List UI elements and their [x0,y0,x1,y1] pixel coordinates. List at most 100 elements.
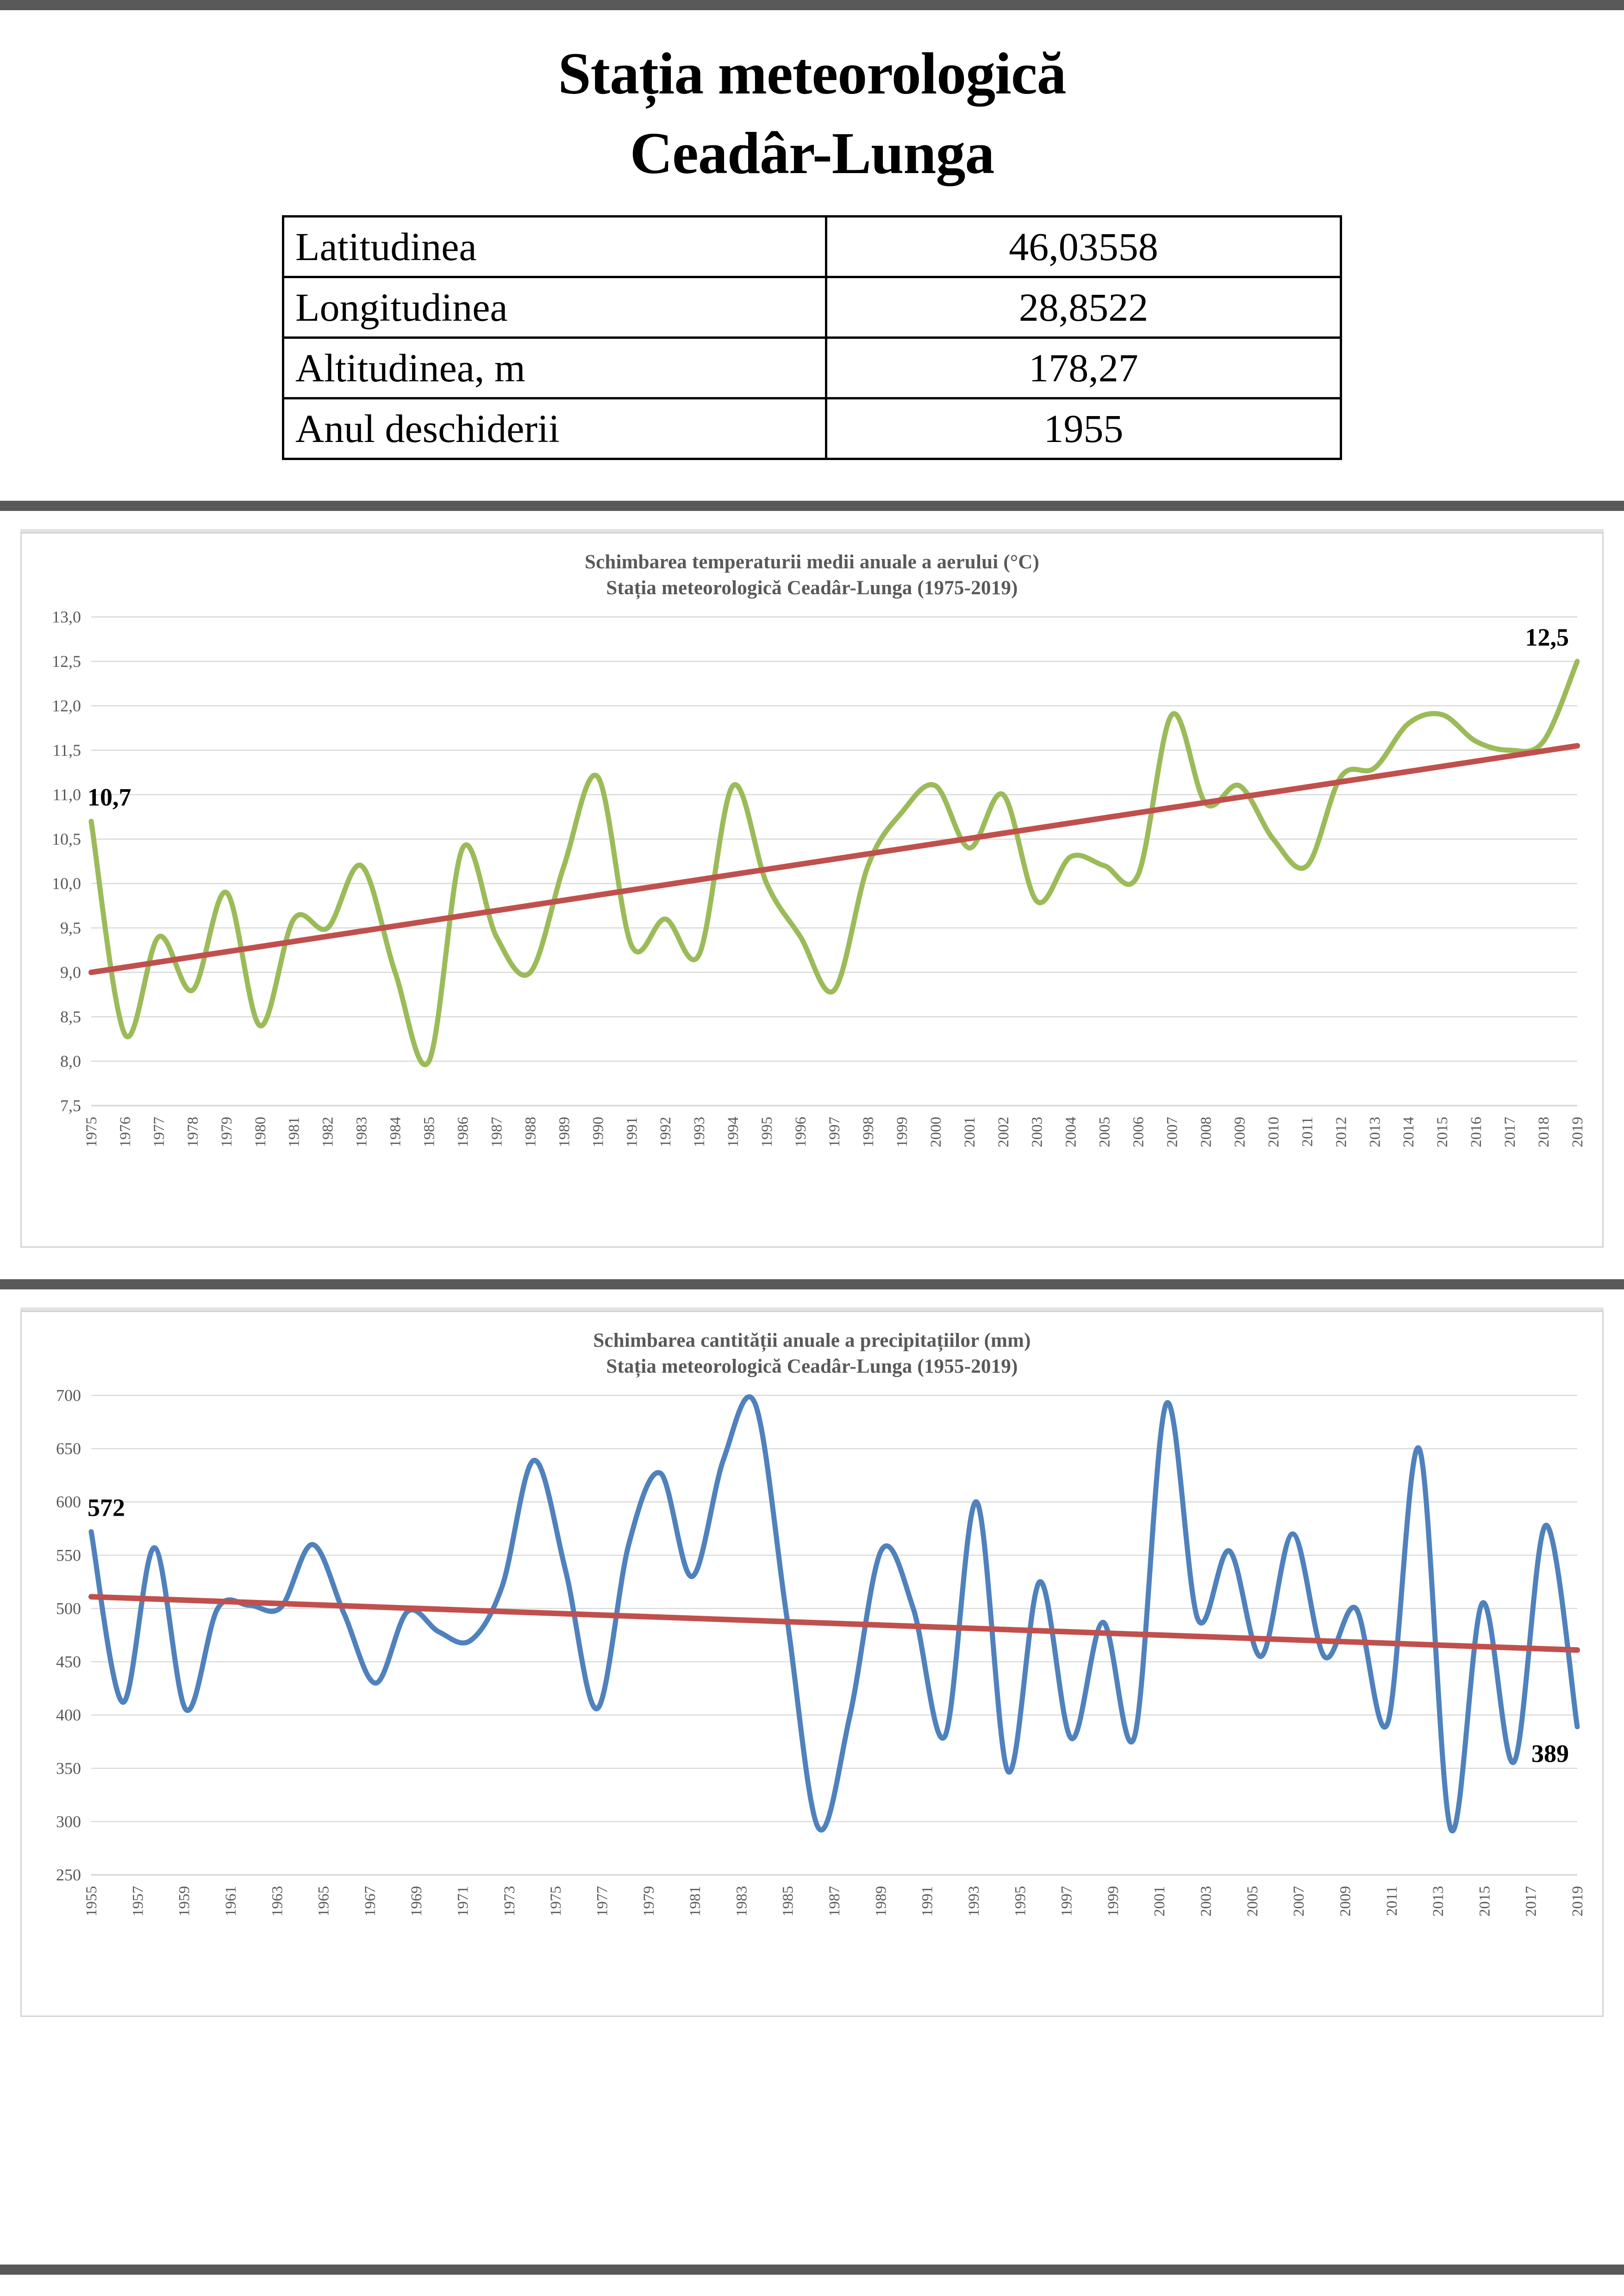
x-axis-tick-label: 1995 [759,1117,775,1147]
x-axis-tick-label: 1981 [286,1117,303,1147]
x-axis-tick-label: 1973 [501,1886,518,1916]
x-axis-tick-label: 2016 [1468,1117,1485,1147]
y-axis-tick-label: 350 [56,1759,81,1778]
x-axis-tick-label: 1993 [966,1886,982,1916]
y-axis-tick-label: 9,5 [60,919,81,937]
y-axis-tick-label: 300 [56,1812,81,1831]
info-label-opening-year: Anul deschiderii [282,397,827,460]
y-axis-tick-label: 650 [56,1439,81,1458]
x-axis-tick-label: 1957 [130,1886,146,1916]
x-axis-tick-label: 2005 [1244,1886,1261,1916]
x-axis-tick-label: 2018 [1536,1117,1552,1147]
y-axis-tick-label: 450 [56,1652,81,1671]
temperature-chart-title-line-1: Schimbarea temperaturii medii anuale a a… [584,551,1040,573]
y-axis-tick-label: 550 [56,1546,81,1564]
x-axis-tick-label: 2012 [1333,1117,1349,1147]
x-axis-tick-label: 2011 [1384,1886,1400,1916]
x-axis-tick-label: 1994 [725,1117,742,1147]
x-axis-tick-label: 1978 [185,1117,201,1147]
x-axis-tick-label: 1997 [826,1117,843,1147]
x-axis-tick-label: 1982 [320,1117,337,1147]
x-axis-tick-label: 1990 [590,1117,606,1147]
x-axis-tick-label: 1987 [826,1886,843,1916]
x-axis-tick-label: 1988 [522,1117,539,1147]
precipitation-chart-svg[interactable]: 250 300 350 400 450 500 550 600 650 700 1955 1957 19… [22,1380,1596,2014]
x-axis-tick-label: 1991 [624,1117,640,1147]
precipitation-chart-title-line-1: Schimbarea cantității anuale a precipita… [593,1330,1031,1352]
x-axis-tick-label: 2017 [1523,1886,1540,1916]
x-axis-tick-label: 2000 [928,1117,944,1147]
trendline [88,743,1580,975]
x-axis-tick-label: 1979 [641,1886,657,1916]
y-axis-tick-label: 8,0 [60,1052,81,1070]
x-axis-tick-label: 2019 [1569,1117,1586,1147]
temperature-plot-area[interactable]: 7,5 8,0 8,5 9,0 9,5 10,0 10,5 11,0 11,5 12,0 12,5 1… [22,601,1602,1244]
x-axis-tick-label: 2011 [1299,1117,1316,1147]
temperature-chart-title: Schimbarea temperaturii medii anuale a a… [22,534,1602,601]
page-title-line-2: Ceadâr-Lunga [630,120,995,186]
y-axis-tick-label: 7,5 [60,1096,81,1115]
x-axis-tick-label: 1998 [860,1117,877,1147]
page-title: Stația meteorologică Ceadâr-Lunga [0,34,1624,193]
x-axis-tick-label: 1977 [151,1117,168,1147]
x-axis-tick-label: 1993 [691,1117,708,1147]
y-axis-tick-label: 600 [56,1493,81,1511]
data-point-label: 10,7 [87,783,131,811]
info-value-latitude: 46,03558 [825,215,1342,279]
x-axis-tick-label: 2002 [995,1117,1012,1147]
x-axis-tick-label: 1979 [219,1117,235,1147]
temperature-chart-subtitle: Stația meteorologică Ceadâr-Lunga (1975-… [606,577,1018,599]
y-axis-tick-label: 400 [56,1705,81,1724]
temperature-chart-svg[interactable]: 7,5 8,0 8,5 9,0 9,5 10,0 10,5 11,0 11,5 12,0 12,5 1… [22,601,1596,1244]
x-axis-tick-label: 2017 [1502,1117,1518,1147]
x-axis-tick-label: 1997 [1059,1886,1075,1916]
x-axis-tick-label: 1986 [455,1117,472,1147]
y-axis-tick-label: 8,5 [60,1008,81,1026]
x-axis-tick-label: 1977 [594,1886,611,1916]
x-axis-tick-label: 2010 [1265,1117,1282,1147]
x-axis-tick-label: 1996 [793,1117,809,1147]
x-axis-tick-label: 2006 [1131,1117,1147,1147]
x-axis-tick-label: 1992 [657,1117,674,1147]
precipitation-plot-area[interactable]: 250 300 350 400 450 500 550 600 650 700 1955 1957 19… [22,1380,1602,2014]
y-axis-tick-label: 11,5 [52,741,81,759]
x-axis-tick-label: 2013 [1367,1117,1383,1147]
table-row: Anul deschiderii 1955 [282,397,1342,460]
x-axis-tick-label: 1995 [1012,1886,1029,1916]
x-axis-tick-label: 2001 [962,1117,978,1147]
y-axis-tick-label: 10,5 [52,830,81,848]
table-row: Altitudinea, m 178,27 [282,336,1342,400]
temperature-chart-panel[interactable]: Schimbarea temperaturii medii anuale a a… [20,532,1604,1248]
precipitation-chart-subtitle: Stația meteorologică Ceadâr-Lunga (1955-… [606,1355,1018,1377]
x-axis-tick-label: 1955 [83,1886,100,1916]
precipitation-chart-panel[interactable]: Schimbarea cantității anuale a precipita… [20,1311,1604,2017]
station-info-table-wrapper: Latitudinea 46,03558 Longitudinea 28,852… [0,215,1624,460]
precipitation-chart-title: Schimbarea cantității anuale a precipita… [22,1312,1602,1380]
x-axis-tick-label: 1983 [354,1117,370,1147]
x-axis-tick-label: 2004 [1063,1117,1080,1147]
x-axis-tick-label: 2009 [1337,1886,1354,1916]
x-axis-tick-label: 1999 [894,1117,911,1147]
x-axis-tick-label: 1980 [252,1117,269,1147]
x-axis-tick-label: 1961 [223,1886,239,1916]
table-row: Latitudinea 46,03558 [282,215,1342,279]
y-axis-tick-label: 500 [56,1599,81,1618]
y-axis-tick-label: 11,0 [52,785,81,804]
y-axis-tick-label: 10,0 [52,874,81,893]
top-separator-bar [0,0,1624,10]
x-axis-tick-label: 1989 [873,1886,889,1916]
trendline [88,1593,1580,1653]
bottom-separator-bar [0,2265,1624,2275]
info-value-altitude: 178,27 [825,336,1342,400]
x-axis-tick-label: 1965 [316,1886,332,1916]
x-axis-tick-label: 2009 [1232,1117,1249,1147]
x-axis-tick-label: 2007 [1291,1886,1307,1916]
y-axis-tick-label: 250 [56,1866,81,1884]
x-axis-tick-label: 2013 [1430,1886,1447,1916]
header-block: Stația meteorologică Ceadâr-Lunga Latitu… [0,10,1624,460]
y-axis-tick-label: 12,0 [52,697,81,715]
x-axis-tick-label: 1981 [687,1886,704,1916]
x-axis-tick-label: 1987 [489,1117,506,1147]
x-axis-tick-label: 1976 [117,1117,134,1147]
y-axis-tick-label: 9,0 [60,963,81,982]
